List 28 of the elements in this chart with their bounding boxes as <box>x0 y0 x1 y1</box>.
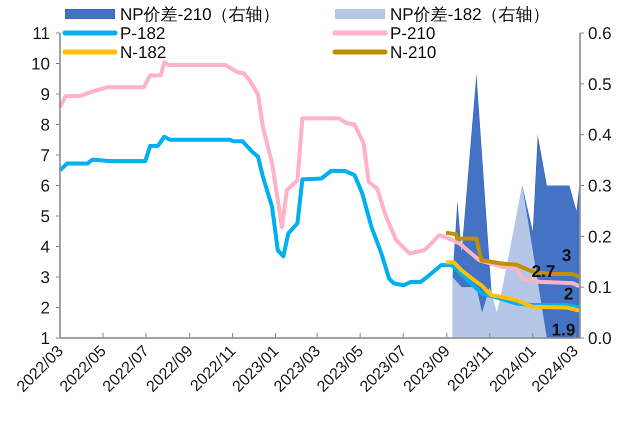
legend-label: NP价差-210（右轴） <box>120 5 280 24</box>
y2-tick-label: 0.3 <box>588 176 612 196</box>
y-tick-label: 8 <box>40 116 50 134</box>
annotation: 1.9 <box>552 320 576 340</box>
y2-tick-label: 0.6 <box>588 24 612 43</box>
y-tick-label: 7 <box>40 146 50 165</box>
y-tick-label: 2 <box>40 298 50 318</box>
y2-tick-label: 0.2 <box>588 227 612 246</box>
legend-label: P-182 <box>120 24 166 43</box>
legend-label: NP价差-182（右轴） <box>390 5 550 24</box>
y-tick-label: 4 <box>40 238 50 256</box>
y2-tick-label: 0.5 <box>588 74 612 94</box>
y2-tick-label: 0.4 <box>588 126 612 145</box>
legend-label: N-210 <box>390 43 436 62</box>
y-tick-label: 10 <box>31 54 50 74</box>
annotation: 2 <box>564 284 574 304</box>
annotation: 3 <box>562 246 572 265</box>
y-tick-label: 1 <box>40 329 50 348</box>
y-tick-label: 6 <box>40 176 50 196</box>
annotation: 2.7 <box>532 262 556 282</box>
y-tick-label: 9 <box>40 85 50 104</box>
y-tick-label: 11 <box>32 24 50 43</box>
legend-label: N-182 <box>120 43 166 62</box>
y-tick-label: 3 <box>40 268 50 287</box>
y2-tick-label: 0.1 <box>588 278 612 298</box>
y2-tick-label: 0.0 <box>588 329 612 348</box>
y-tick-label: 5 <box>40 207 50 226</box>
legend-label: P-210 <box>390 24 436 43</box>
